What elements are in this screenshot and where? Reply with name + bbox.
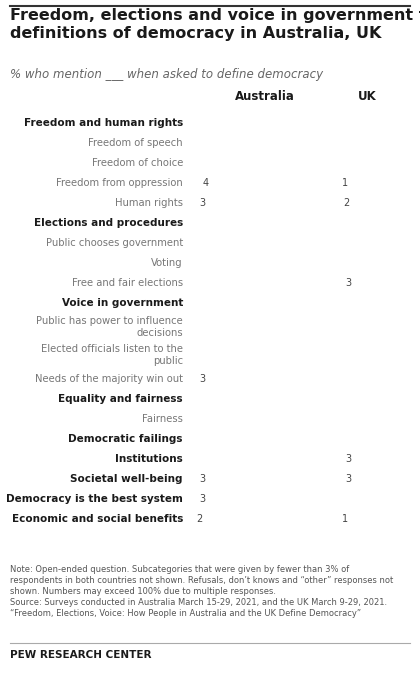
Text: 34: 34: [384, 298, 396, 308]
Text: 17: 17: [227, 322, 239, 332]
Text: 26: 26: [256, 298, 268, 308]
Text: Elections and procedures: Elections and procedures: [34, 218, 183, 228]
Text: 1: 1: [342, 178, 348, 188]
Text: Public has power to influence
decisions: Public has power to influence decisions: [36, 316, 183, 338]
Text: shown. Numbers may exceed 100% due to multiple responses.: shown. Numbers may exceed 100% due to mu…: [10, 587, 276, 596]
Text: 17: 17: [353, 238, 365, 248]
Text: Australia: Australia: [235, 90, 295, 103]
Text: 27: 27: [371, 218, 383, 228]
Text: Freedom of speech: Freedom of speech: [88, 138, 183, 148]
Text: Economic and social benefits: Economic and social benefits: [12, 514, 183, 524]
Text: Freedom and human rights: Freedom and human rights: [24, 118, 183, 128]
Text: 18: 18: [354, 322, 367, 332]
Text: PEW RESEARCH CENTER: PEW RESEARCH CENTER: [10, 650, 152, 660]
Text: Freedom of choice: Freedom of choice: [92, 158, 183, 168]
Text: 8: 8: [342, 414, 349, 424]
Text: 7: 7: [200, 434, 207, 444]
Text: Democratic failings: Democratic failings: [68, 434, 183, 444]
Text: 2: 2: [197, 514, 203, 524]
Text: 3: 3: [200, 494, 206, 504]
Text: Needs of the majority win out: Needs of the majority win out: [35, 374, 183, 384]
Text: Freedom, elections and voice in government top
definitions of democracy in Austr: Freedom, elections and voice in governme…: [10, 8, 420, 41]
Text: 5: 5: [194, 414, 200, 424]
Text: 30%: 30%: [368, 118, 389, 128]
Text: “Freedom, Elections, Voice: How People in Australia and the UK Define Democracy”: “Freedom, Elections, Voice: How People i…: [10, 609, 361, 618]
Text: Equality and fairness: Equality and fairness: [58, 394, 183, 404]
Text: 18: 18: [230, 138, 242, 148]
Text: 6: 6: [197, 158, 204, 168]
Text: 3: 3: [346, 474, 352, 484]
Text: 5: 5: [337, 434, 343, 444]
Text: respondents in both countries not shown. Refusals, don’t knows and “other” respo: respondents in both countries not shown.…: [10, 576, 393, 585]
Text: Note: Open-ended question. Subcategories that were given by fewer than 3% of: Note: Open-ended question. Subcategories…: [10, 565, 349, 574]
Text: 11: 11: [207, 394, 220, 404]
Text: Freedom from oppression: Freedom from oppression: [56, 178, 183, 188]
Text: 3: 3: [346, 278, 352, 288]
Text: 5: 5: [194, 454, 200, 464]
Text: Public chooses government: Public chooses government: [46, 238, 183, 248]
Text: 3: 3: [346, 454, 352, 464]
Text: 6: 6: [339, 158, 345, 168]
Text: Institutions: Institutions: [115, 454, 183, 464]
Text: 8: 8: [204, 258, 210, 268]
Text: Human rights: Human rights: [115, 198, 183, 208]
Text: 7: 7: [341, 258, 347, 268]
Text: 1: 1: [342, 514, 348, 524]
Text: 14: 14: [347, 138, 360, 148]
Text: 4: 4: [203, 178, 209, 188]
Text: 14: 14: [347, 394, 360, 404]
Text: 38%: 38%: [286, 118, 307, 128]
Text: Elected officials listen to the
public: Elected officials listen to the public: [41, 345, 183, 365]
Text: 6: 6: [339, 494, 345, 504]
Text: % who mention ___ when asked to define democracy: % who mention ___ when asked to define d…: [10, 68, 323, 81]
Text: 9: 9: [344, 350, 350, 360]
Text: Voice in government: Voice in government: [62, 298, 183, 308]
Text: 20: 20: [236, 238, 249, 248]
Text: Free and fair elections: Free and fair elections: [72, 278, 183, 288]
Text: 30: 30: [269, 218, 281, 228]
Text: 7: 7: [341, 374, 347, 384]
Text: UK: UK: [357, 90, 376, 103]
Text: 5: 5: [194, 278, 200, 288]
Text: Societal well-being: Societal well-being: [71, 474, 183, 484]
Text: Voting: Voting: [151, 258, 183, 268]
Text: 7: 7: [200, 350, 207, 360]
Text: Democracy is the best system: Democracy is the best system: [6, 494, 183, 504]
Text: 3: 3: [200, 374, 206, 384]
Text: 3: 3: [200, 474, 206, 484]
Text: Source: Surveys conducted in Australia March 15-29, 2021, and the UK March 9-29,: Source: Surveys conducted in Australia M…: [10, 598, 387, 607]
Text: Fairness: Fairness: [142, 414, 183, 424]
Text: 3: 3: [200, 198, 206, 208]
Text: 2: 2: [344, 198, 350, 208]
